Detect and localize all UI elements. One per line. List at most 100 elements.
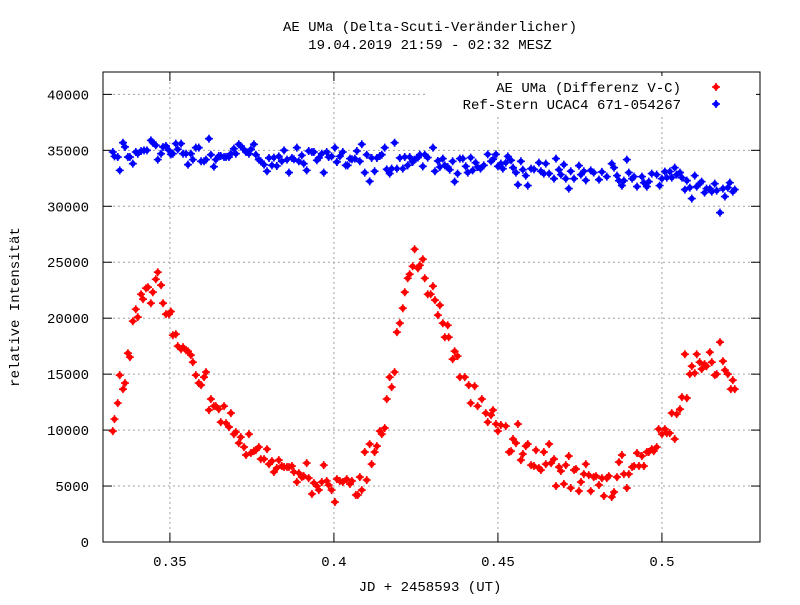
data-point [614, 458, 623, 467]
data-point [173, 145, 182, 154]
data-point [142, 146, 151, 155]
data-point [610, 163, 619, 172]
plot-border [102, 71, 761, 543]
data-point [720, 366, 729, 375]
data-point [498, 164, 507, 173]
data-point [171, 330, 180, 339]
data-point [370, 167, 379, 176]
data-point [151, 275, 160, 284]
data-point [720, 192, 729, 201]
data-point [229, 144, 238, 153]
data-point [166, 307, 175, 316]
data-point [214, 405, 223, 414]
data-point [224, 423, 233, 432]
data-point [685, 183, 694, 192]
data-point [448, 157, 457, 166]
data-point [687, 194, 696, 203]
data-point [269, 468, 278, 477]
data-point [594, 481, 603, 490]
data-point [715, 208, 724, 217]
data-point [466, 153, 475, 162]
chart-subtitle: 19.04.2019 21:59 - 02:32 MESZ [308, 38, 552, 54]
data-point [564, 452, 573, 461]
data-point [718, 357, 727, 366]
data-point [405, 153, 414, 162]
data-point [146, 299, 155, 308]
data-point [730, 385, 739, 394]
x-tick-label: 0.45 [481, 555, 515, 571]
data-point [148, 288, 157, 297]
data-point [209, 162, 218, 171]
data-point [294, 157, 303, 166]
data-point [332, 157, 341, 166]
data-point [516, 456, 525, 465]
data-point [115, 371, 124, 380]
data-point [725, 178, 734, 187]
data-point [357, 486, 366, 495]
data-point [292, 478, 301, 487]
data-point [622, 155, 631, 164]
data-point [350, 154, 359, 163]
y-tick-label: 30000 [47, 200, 89, 216]
data-point [682, 394, 691, 403]
data-point [186, 149, 195, 158]
data-point [220, 402, 229, 411]
data-point [360, 448, 369, 457]
data-point [617, 181, 626, 190]
y-tick-label: 5000 [55, 480, 89, 496]
data-point [423, 153, 432, 162]
data-point [433, 156, 442, 165]
data-point [556, 170, 565, 179]
data-point [355, 157, 364, 166]
data-point [687, 362, 696, 371]
data-point [302, 166, 311, 175]
data-point [649, 447, 658, 456]
data-point [377, 150, 386, 159]
data-point [249, 140, 258, 149]
data-point [143, 283, 152, 292]
data-point [120, 142, 129, 151]
data-point [682, 176, 691, 185]
legend: AE UMa (Differenz V-C) Ref-Stern UCAC4 6… [428, 76, 756, 114]
y-tick-label: 40000 [47, 88, 89, 104]
data-point [509, 163, 518, 172]
data-point [433, 311, 442, 320]
data-point [571, 465, 580, 474]
data-point [131, 305, 140, 314]
data-point [289, 155, 298, 164]
data-point [632, 449, 641, 458]
data-point [400, 288, 409, 297]
data-point [697, 177, 706, 186]
data-point [705, 348, 714, 357]
data-point [566, 484, 575, 493]
data-point [231, 149, 240, 158]
data-point [677, 173, 686, 182]
data-point [380, 143, 389, 152]
data-point [697, 365, 706, 374]
data-point [728, 376, 737, 385]
data-point [153, 268, 162, 277]
data-point [507, 156, 516, 165]
data-point [302, 459, 311, 468]
data-point [254, 443, 263, 452]
data-point [712, 186, 721, 195]
data-point [330, 143, 339, 152]
data-point [637, 452, 646, 461]
data-point [599, 492, 608, 501]
chart-title: AE UMa (Delta-Scuti-Veränderlicher) [283, 20, 577, 36]
data-point [428, 143, 437, 152]
data-point [715, 338, 724, 347]
x-axis-label: JD + 2458593 (UT) [359, 580, 502, 596]
data-point [531, 446, 540, 455]
data-point [550, 455, 559, 464]
data-point [539, 448, 548, 457]
data-point [372, 442, 381, 451]
x-tick-label: 0.5 [649, 555, 674, 571]
data-point [234, 439, 243, 448]
data-point [460, 373, 469, 382]
data-point [260, 455, 269, 464]
data-point [284, 168, 293, 177]
data-point [624, 168, 633, 177]
data-point [518, 165, 527, 174]
data-point [513, 180, 522, 189]
